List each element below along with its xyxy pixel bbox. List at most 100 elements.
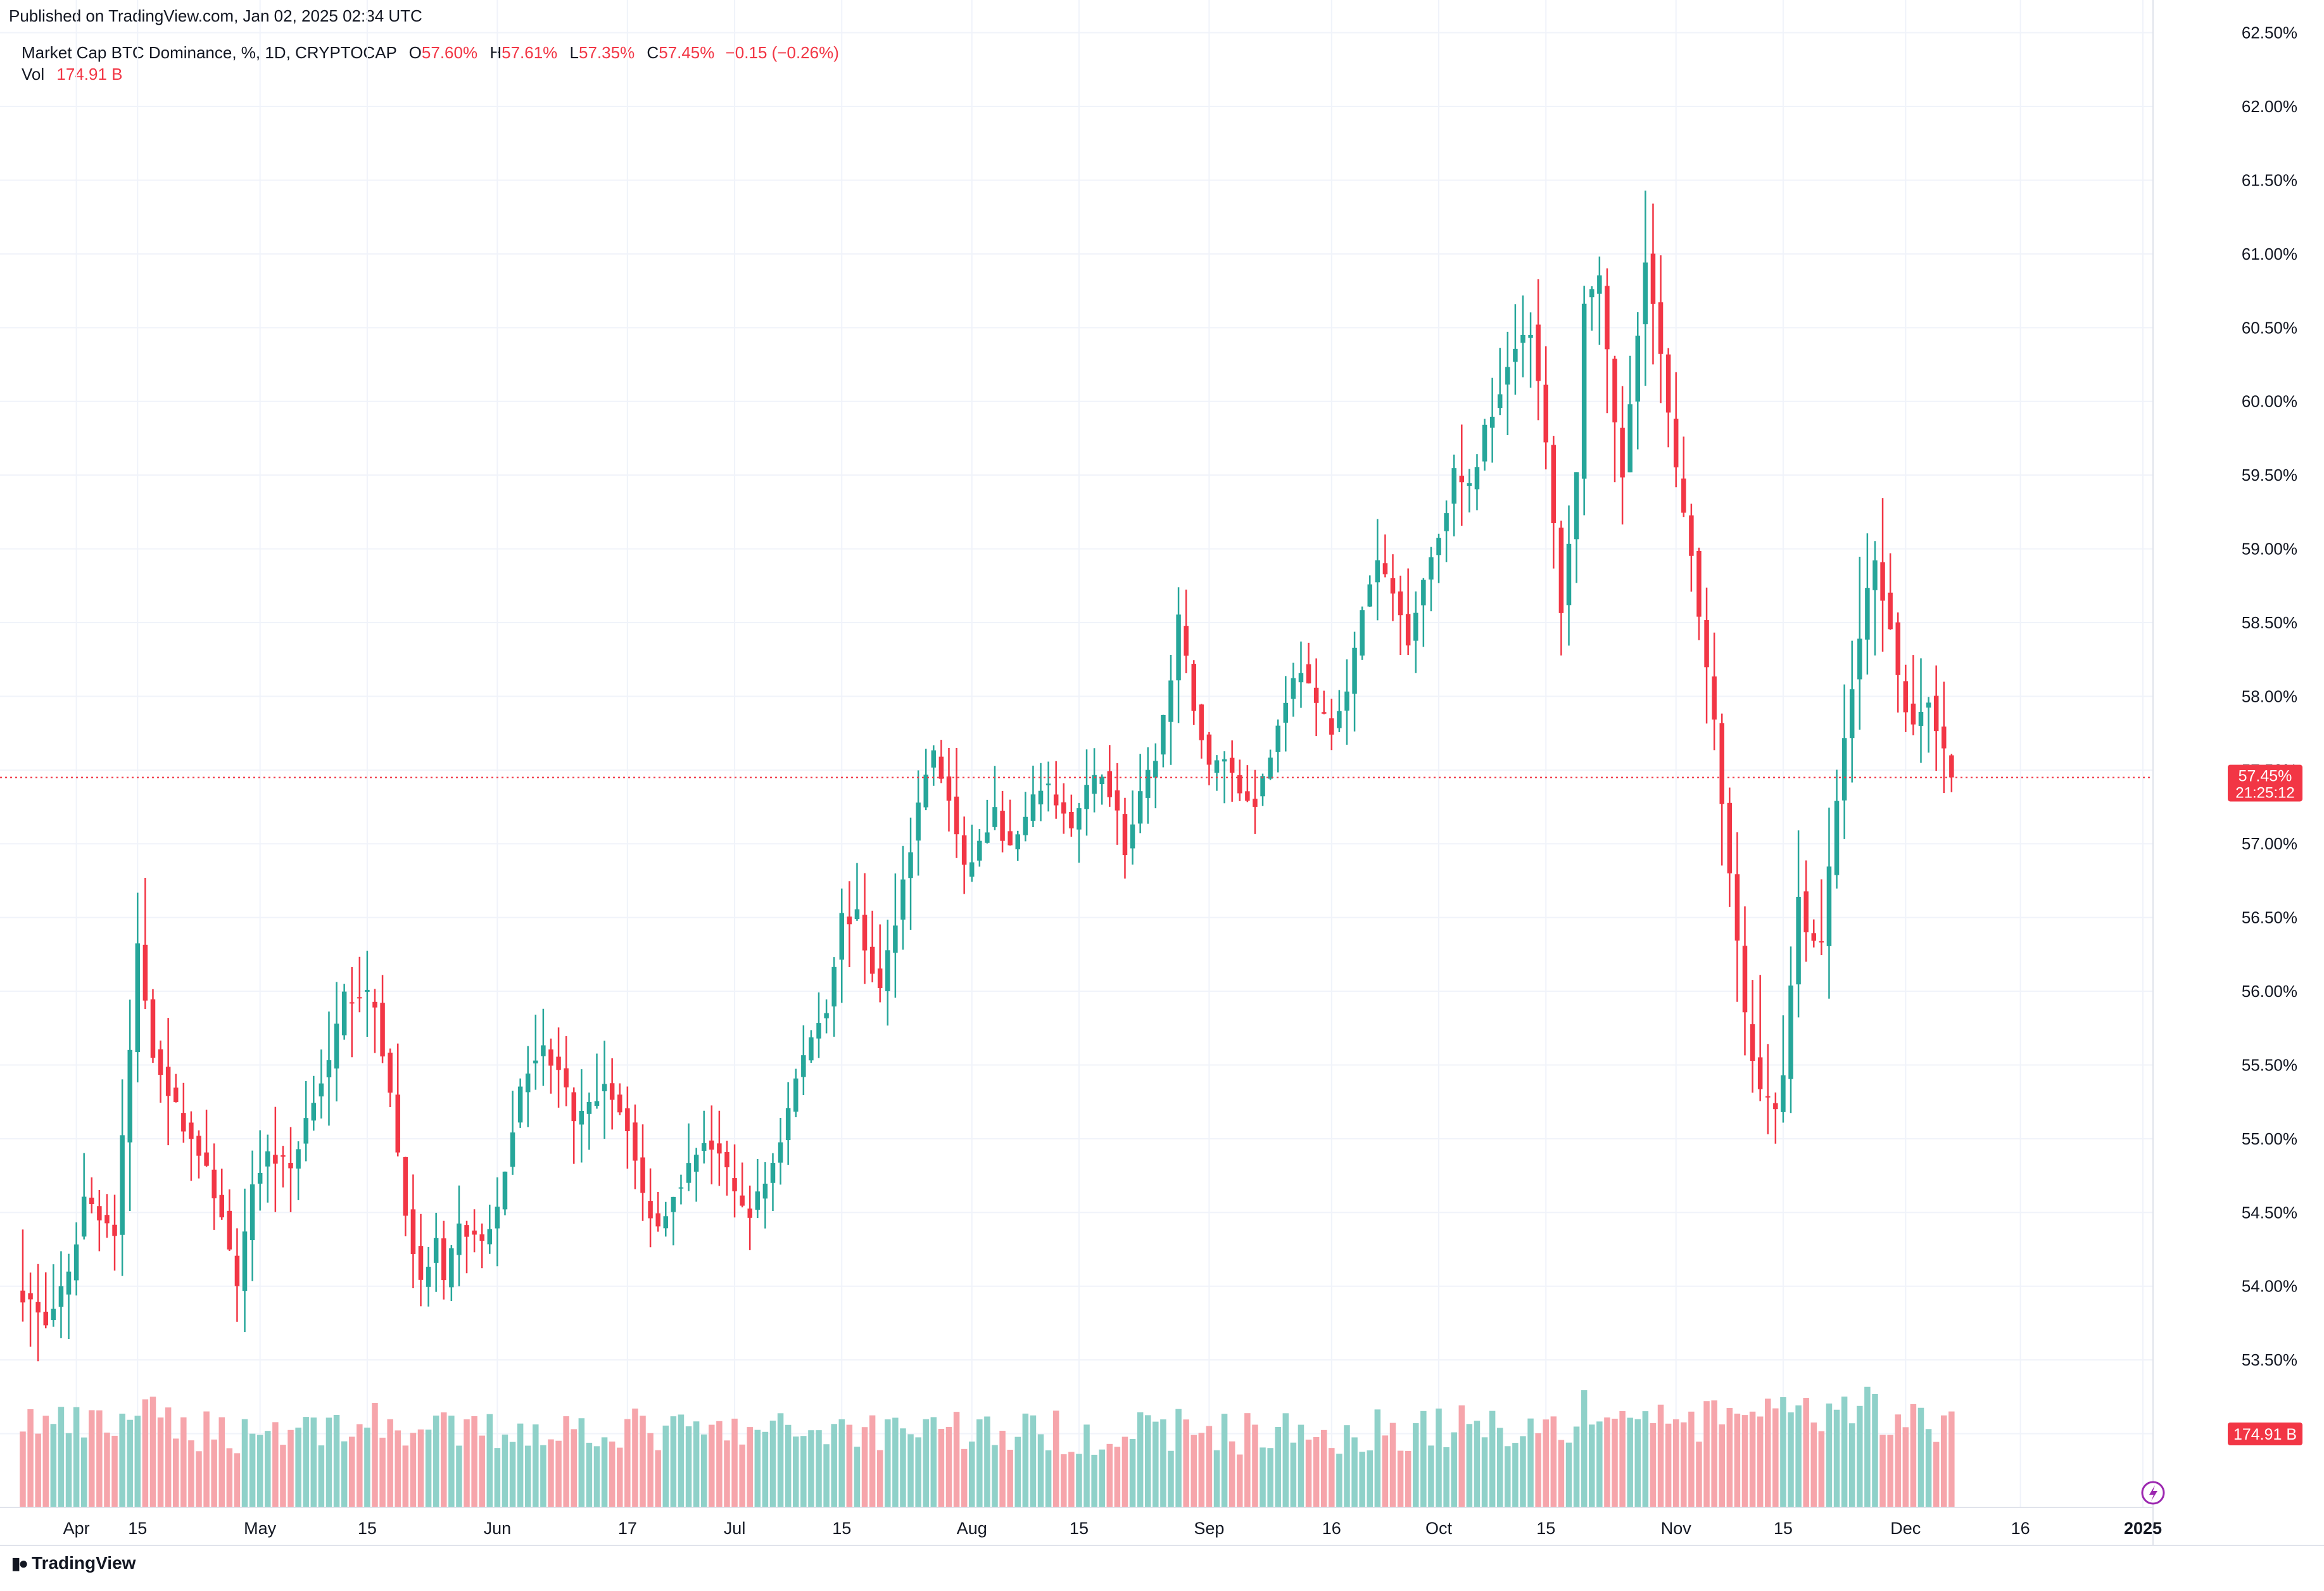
candle-body: [265, 1151, 270, 1167]
volume-bar: [1688, 1411, 1695, 1507]
volume-bar: [1703, 1401, 1710, 1507]
legend-symbol[interactable]: Market Cap BTC Dominance, %, 1D, CRYPTOC…: [22, 43, 397, 62]
volume-bar: [1496, 1428, 1503, 1507]
candle-body: [311, 1103, 317, 1121]
candle-body: [433, 1238, 439, 1263]
grid-layer: [0, 0, 2153, 1507]
volume-bar: [609, 1442, 616, 1507]
volume-bar: [1091, 1454, 1097, 1507]
candle-body: [1520, 334, 1525, 343]
candle-body: [35, 1302, 41, 1313]
candle-body: [1497, 394, 1503, 409]
volume-bar: [548, 1439, 554, 1507]
candle-body: [778, 1142, 783, 1163]
volume-bar: [35, 1433, 41, 1507]
volume-bar: [800, 1436, 807, 1507]
volume-bar: [1925, 1429, 1932, 1507]
candle-body: [1030, 794, 1036, 821]
price-tick-label: 62.50%: [2242, 23, 2297, 42]
volume-bar: [333, 1414, 340, 1507]
candle-body: [770, 1163, 776, 1183]
candle-body: [1865, 588, 1870, 640]
volume-bar: [1902, 1427, 1909, 1507]
time-tick-label: 15: [1536, 1519, 1555, 1538]
volume-bar: [754, 1429, 761, 1507]
price-tick-label: 57.00%: [2242, 834, 2297, 853]
candle-body: [831, 967, 837, 1007]
price-tick-label: 58.50%: [2242, 613, 2297, 632]
candle-body: [633, 1122, 638, 1161]
volume-bar: [1198, 1433, 1205, 1507]
candle-body: [464, 1225, 469, 1237]
candle-body: [288, 1163, 293, 1169]
candle-body: [1229, 757, 1235, 773]
volume-bar: [1466, 1424, 1473, 1507]
volume-bar: [1382, 1435, 1389, 1507]
volume-bar: [65, 1433, 72, 1507]
volume-bar: [647, 1433, 654, 1507]
volume-tag-value: 174.91 B: [2233, 1426, 2297, 1443]
candle-body: [1306, 664, 1311, 684]
candle-body: [923, 775, 928, 808]
volume-bar: [1458, 1405, 1465, 1507]
candle-body: [1612, 358, 1617, 422]
volume-bar: [341, 1441, 348, 1507]
volume-bar: [1313, 1436, 1320, 1507]
candle-layer: [20, 190, 1954, 1362]
time-tick-label: Jun: [484, 1519, 512, 1538]
volume-bar: [876, 1450, 883, 1507]
time-tick-label: 2025: [2124, 1519, 2162, 1538]
volume-bar: [280, 1445, 286, 1507]
volume-bar: [1864, 1386, 1871, 1507]
volume-bar: [188, 1440, 194, 1507]
candle-body: [1421, 580, 1426, 605]
candle-body: [1841, 738, 1847, 801]
candle-body: [594, 1101, 600, 1106]
volume-bar: [1826, 1403, 1833, 1507]
price-tick-label: 59.00%: [2242, 540, 2297, 559]
volume-bar: [831, 1424, 837, 1507]
volume-bar: [256, 1435, 263, 1507]
candle-body: [1069, 811, 1074, 828]
volume-bar: [27, 1409, 34, 1507]
candle-body: [1413, 612, 1418, 641]
candle-body: [1574, 472, 1579, 540]
volume-bar: [1841, 1397, 1848, 1507]
candle-body: [1360, 610, 1365, 656]
candle-body: [931, 750, 937, 768]
candle-body: [349, 1002, 355, 1004]
candle-body: [893, 925, 898, 953]
candle-body: [586, 1101, 592, 1114]
volume-bar: [524, 1445, 531, 1507]
candle-body: [1130, 824, 1135, 849]
candle-body: [112, 1224, 117, 1236]
candle-body: [457, 1223, 462, 1255]
candle-body: [985, 832, 990, 843]
candle-body: [449, 1248, 454, 1288]
candle-body: [242, 1231, 248, 1291]
volume-bar: [165, 1407, 172, 1507]
volume-bar: [1543, 1419, 1549, 1507]
candle-body: [1757, 1057, 1763, 1089]
candle-body: [66, 1271, 72, 1295]
volume-bar: [1527, 1418, 1534, 1507]
volume-bar: [265, 1431, 271, 1507]
candle-body: [1696, 550, 1702, 617]
candle-body: [839, 913, 845, 960]
volume-bar: [555, 1440, 562, 1507]
candle-body: [885, 950, 890, 991]
price-tick-label: 61.50%: [2242, 170, 2297, 189]
candle-body: [1153, 761, 1158, 778]
candle-body: [212, 1169, 217, 1198]
candle-body: [365, 989, 370, 992]
candle-body: [1222, 759, 1227, 762]
volume-bar: [1267, 1448, 1273, 1507]
volume-bar: [762, 1431, 769, 1507]
candle-body: [181, 1113, 186, 1132]
volume-bar: [885, 1419, 891, 1507]
volume-bar: [1298, 1424, 1304, 1507]
volume-bar: [1129, 1438, 1136, 1507]
candle-body: [1474, 467, 1480, 490]
tradingview-logo[interactable]: ▮● TradingView: [11, 1553, 136, 1573]
